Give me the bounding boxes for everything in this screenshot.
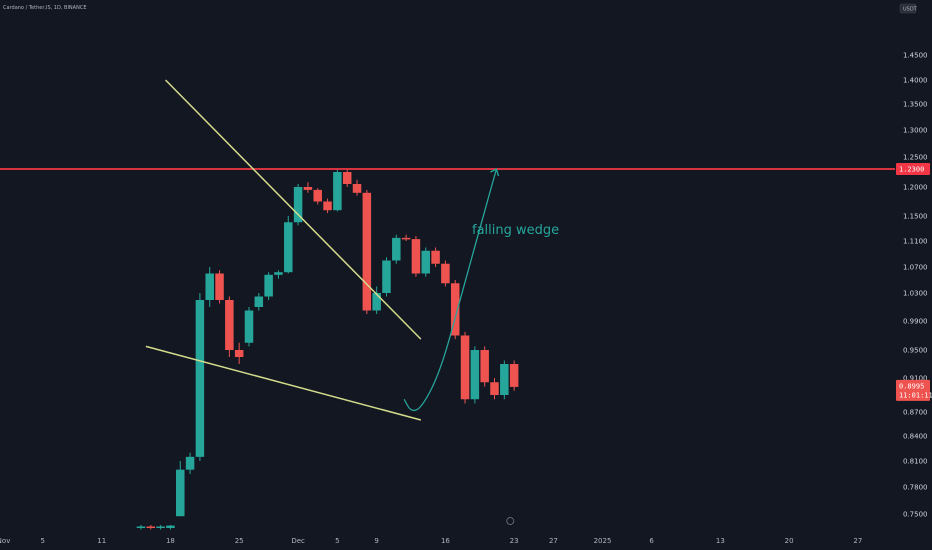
candle-body (303, 187, 313, 190)
last-price-label: 0.8995 (899, 382, 924, 390)
candle-body (225, 300, 234, 350)
x-tick-label: 18 (166, 537, 175, 545)
candle-body (244, 310, 254, 343)
last-price-badge (896, 379, 930, 401)
candle-body (274, 272, 283, 275)
candle-body (480, 350, 489, 383)
y-tick-label: 1.1500 (903, 213, 928, 221)
candle-body (421, 250, 431, 274)
candle-body (234, 350, 244, 357)
x-tick-label: 27 (549, 537, 558, 545)
y-tick-label: 0.7500 (903, 511, 928, 519)
x-tick-label: 23 (510, 537, 519, 545)
candle-body (382, 260, 391, 293)
currency-label: USDT (903, 7, 918, 13)
y-tick-label: 1.1100 (903, 238, 928, 246)
symbol-header: Cardano / Tether,IS, 1D, BINANCE (3, 5, 86, 11)
y-tick-label: 0.8100 (903, 458, 928, 466)
x-tick-label: 9 (374, 537, 378, 545)
candle-body (313, 189, 322, 202)
y-tick-label: 1.0300 (903, 290, 928, 298)
x-tick-label: 5 (335, 537, 339, 545)
candle-body (500, 364, 509, 395)
candle-body (372, 293, 381, 311)
resistance-price-badge (896, 163, 930, 175)
x-tick-label: 11 (97, 537, 106, 545)
y-tick-label: 0.9500 (903, 347, 928, 355)
candle-body (293, 187, 303, 223)
candle-body (136, 526, 146, 528)
y-tick-label: 1.4000 (903, 77, 928, 85)
upper-trendline (164, 79, 422, 340)
x-tick-label: 16 (441, 537, 450, 545)
y-tick-label: 0.7800 (903, 484, 928, 492)
y-tick-label: 0.9900 (903, 318, 928, 326)
candle-body (342, 172, 352, 184)
y-tick-label: 1.2000 (903, 184, 928, 192)
candle-body (362, 192, 372, 311)
candle-body (146, 526, 156, 528)
y-tick-label: 0.8700 (903, 409, 928, 417)
projection-arrowhead (490, 168, 500, 177)
candle-body (352, 184, 362, 193)
price-axis-panel (895, 0, 932, 550)
candle-body (450, 283, 460, 336)
x-tick-label: 5 (41, 537, 45, 545)
y-tick-label: 1.2500 (903, 154, 928, 162)
x-tick-label: 2025 (594, 537, 612, 545)
candle-body (509, 364, 519, 387)
event-marker-icon (506, 517, 515, 525)
candles (136, 169, 519, 530)
x-axis: Nov 5 11 18 25 Dec 5 9 16 23 27 2025 6 13 20 27 (0, 517, 862, 545)
candle-body (156, 526, 165, 528)
candle-body (166, 525, 175, 528)
candle-body (264, 274, 273, 297)
x-tick-label: 6 (649, 537, 654, 545)
candle-body (411, 239, 421, 274)
candle-body (401, 237, 411, 240)
candle-body (490, 382, 499, 395)
y-axis: 1.4500 1.4000 1.3500 1.3000 1.2500 1.2000 1.15… (903, 52, 928, 519)
candle-body (215, 273, 224, 300)
drawings (0, 79, 895, 421)
x-tick-label: Dec (291, 537, 305, 545)
x-tick-label: 27 (853, 537, 862, 545)
candle-body (470, 350, 480, 400)
currency-button[interactable] (899, 3, 917, 14)
x-tick-label: 25 (235, 537, 244, 545)
falling-wedge-label: falling wedge (472, 223, 559, 238)
y-tick-label: 1.0700 (903, 264, 928, 272)
resistance-price-label: 1.2300 (899, 166, 924, 174)
x-tick-label: 13 (716, 537, 725, 545)
candle-body (254, 296, 264, 307)
y-tick-label: 0.9100 (903, 375, 928, 383)
candle-body (205, 273, 214, 300)
candle-body (441, 263, 450, 284)
candle-body (333, 172, 342, 211)
x-tick-label: Nov (0, 537, 10, 545)
projection-path (403, 168, 498, 412)
candle-body (176, 469, 185, 517)
countdown-label: 11:01:11 (899, 391, 932, 399)
candle-body (323, 201, 332, 211)
x-tick-label: 20 (785, 537, 794, 545)
candle-body (284, 222, 293, 273)
y-tick-label: 1.3000 (903, 127, 928, 135)
candle-body (195, 300, 205, 457)
y-tick-label: 1.4500 (903, 52, 928, 60)
y-tick-label: 0.8400 (903, 433, 928, 441)
lower-trendline (145, 345, 422, 421)
candle-body (431, 250, 440, 264)
candle-body (460, 335, 470, 400)
candle-body (392, 237, 401, 261)
candle-body (185, 456, 195, 470)
y-tick-label: 1.3500 (903, 101, 928, 109)
